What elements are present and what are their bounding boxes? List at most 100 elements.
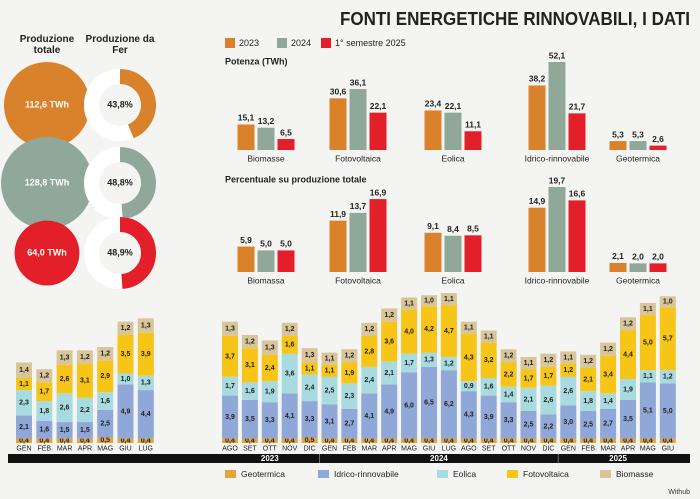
stack-segment bbox=[460, 333, 477, 382]
segment-label: 1,7 bbox=[225, 383, 235, 390]
segment-label: 1,1 bbox=[643, 306, 653, 313]
stack-segment bbox=[440, 370, 457, 439]
month-label: GIU bbox=[662, 445, 674, 452]
stack-segment bbox=[76, 422, 93, 439]
segment-label: 1,2 bbox=[345, 353, 355, 360]
segment-label: 0,4 bbox=[19, 438, 29, 445]
segment-label: 0,4 bbox=[524, 438, 534, 445]
stack-segment bbox=[137, 438, 154, 443]
bar-value: 5,0 bbox=[260, 239, 272, 249]
segment-label: 1,8 bbox=[39, 408, 49, 415]
bubble-label: 112,6 TWh bbox=[25, 99, 69, 109]
month-label: DIC bbox=[542, 445, 554, 452]
stack-segment bbox=[56, 393, 73, 423]
month-label: OTT bbox=[263, 445, 278, 452]
bar bbox=[349, 89, 367, 150]
segment-label: 2,2 bbox=[80, 407, 90, 414]
segment-label: 3,7 bbox=[225, 353, 235, 360]
stack-segment bbox=[241, 334, 258, 349]
month-label: GEN bbox=[322, 445, 337, 452]
stack-segment bbox=[639, 438, 656, 443]
stack-segment bbox=[301, 374, 318, 402]
segment-label: 1,1 bbox=[484, 333, 494, 340]
stack-segment bbox=[76, 438, 93, 443]
stack-segment bbox=[421, 366, 437, 439]
stack-segment bbox=[222, 395, 238, 439]
stack-segment bbox=[321, 438, 338, 443]
segment-label: 1,8 bbox=[583, 398, 593, 405]
month-label: GEN bbox=[561, 445, 576, 452]
segment-label: 1,2 bbox=[384, 312, 394, 319]
segment-label: 4,3 bbox=[464, 412, 474, 419]
stack-segment bbox=[137, 375, 154, 391]
stack-segment bbox=[56, 422, 73, 439]
segment-label: 6,5 bbox=[424, 400, 434, 407]
legend-label: Idrico-rinnovabile bbox=[334, 469, 399, 479]
segment-label: 1,2 bbox=[563, 367, 573, 374]
year-label: 2025 bbox=[609, 454, 627, 463]
segment-label: 3,2 bbox=[484, 357, 494, 364]
segment-label: 1,2 bbox=[504, 353, 514, 360]
stack-segment bbox=[261, 340, 278, 355]
stack-segment bbox=[341, 362, 358, 384]
segment-label: 0,4 bbox=[121, 438, 131, 445]
stack-segment bbox=[520, 356, 537, 370]
stack-segment bbox=[36, 438, 53, 443]
segment-label: 1,2 bbox=[444, 360, 454, 367]
segment-label: 1,4 bbox=[504, 391, 514, 398]
stack-segment bbox=[36, 382, 53, 402]
bar bbox=[369, 112, 387, 150]
bar bbox=[277, 139, 295, 150]
segment-label: 2,3 bbox=[19, 400, 29, 407]
stack-segment bbox=[117, 384, 134, 439]
segment-label: 1,9 bbox=[623, 386, 633, 393]
segment-label: 1,1 bbox=[19, 381, 29, 388]
stack-segment bbox=[36, 369, 53, 383]
segment-label: 1,6 bbox=[245, 388, 255, 395]
month-label: LUG bbox=[139, 445, 153, 452]
month-label: GIU bbox=[119, 445, 131, 452]
segment-label: 1,1 bbox=[305, 365, 315, 372]
stack-segment bbox=[261, 402, 278, 439]
segment-label: 4,3 bbox=[464, 354, 474, 361]
stack-segment bbox=[480, 330, 497, 343]
legend-swatch bbox=[277, 38, 287, 48]
bar bbox=[609, 262, 627, 272]
month-label: AGO bbox=[222, 445, 238, 452]
stack-segment bbox=[361, 322, 378, 337]
segment-label: 1,2 bbox=[100, 351, 110, 358]
stack-segment bbox=[500, 438, 517, 443]
category-label: Idrico-rinnovabile bbox=[525, 275, 590, 285]
segment-label: 3,6 bbox=[384, 338, 394, 345]
segment-label: 0,4 bbox=[325, 438, 335, 445]
stack-segment bbox=[560, 376, 577, 406]
legend-swatch bbox=[437, 470, 448, 478]
stack-segment bbox=[480, 438, 497, 443]
bar bbox=[329, 98, 347, 150]
stack-segment bbox=[97, 360, 114, 393]
year-label: 2023 bbox=[261, 454, 279, 463]
segment-label: 1,7 bbox=[39, 389, 49, 396]
segment-label: 3,0 bbox=[563, 419, 573, 426]
segment-label: 2,2 bbox=[504, 371, 514, 378]
segment-label: 4,4 bbox=[141, 411, 151, 418]
stack-segment bbox=[16, 438, 32, 443]
stack-segment bbox=[560, 405, 577, 439]
stack-segment bbox=[16, 362, 32, 378]
segment-label: 3,5 bbox=[623, 416, 633, 423]
category-label: Biomasse bbox=[247, 153, 285, 163]
bar bbox=[257, 127, 275, 150]
segment-label: 2,7 bbox=[603, 421, 613, 428]
segment-label: 0,4 bbox=[424, 438, 434, 445]
month-label: GEN bbox=[16, 445, 31, 452]
month-label: FEB bbox=[37, 445, 51, 452]
stack-segment bbox=[381, 321, 398, 362]
donut-arc bbox=[119, 69, 156, 139]
stack-segment bbox=[36, 420, 53, 439]
legend-label: 2024 bbox=[291, 38, 311, 48]
segment-label: 0,4 bbox=[39, 438, 49, 445]
legend-swatch bbox=[225, 38, 235, 48]
segment-label: 0,9 bbox=[464, 383, 474, 390]
stack-segment bbox=[301, 401, 318, 438]
donut-arc bbox=[119, 217, 156, 289]
